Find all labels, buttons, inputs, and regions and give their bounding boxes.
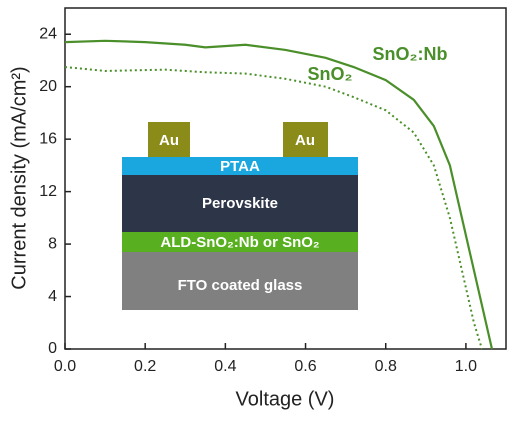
electrode-label: Au: [295, 132, 315, 149]
x-axis-title: Voltage (V): [236, 388, 335, 410]
series-label: SnO₂: [308, 64, 353, 84]
y-tick-label: 16: [39, 130, 57, 147]
series-label: SnO₂:Nb: [373, 44, 448, 64]
layer-label: PTAA: [220, 158, 260, 175]
y-axis-title: Current density (mA/cm²): [8, 66, 30, 289]
electrode: [148, 122, 190, 157]
x-tick-label: 0.2: [134, 358, 156, 375]
layer-label: Perovskite: [202, 195, 278, 212]
layer: [122, 157, 358, 175]
y-tick-label: 0: [48, 340, 57, 357]
inset: Au Au PTAA Perovskite ALD-SnO₂:Nb or SnO…: [122, 122, 358, 310]
x-tick-label: 0.8: [375, 358, 397, 375]
electrode-label: Au: [159, 132, 179, 149]
x-tick-label: 0.6: [294, 358, 316, 375]
electrode: [283, 122, 328, 157]
layer: [122, 252, 358, 310]
series-line: [64, 66, 483, 350]
layer: [122, 175, 358, 232]
x-tick-label: 0.4: [214, 358, 236, 375]
x-tick-label: 1.0: [455, 358, 477, 375]
layer-label: ALD-SnO₂:Nb or SnO₂: [160, 234, 319, 251]
y-tick-label: 24: [39, 25, 57, 42]
layer-label: FTO coated glass: [178, 277, 303, 294]
plot-frame: [64, 7, 507, 350]
layer: [122, 232, 358, 252]
x-tick-label: 0.0: [54, 358, 76, 375]
y-tick-label: 8: [48, 235, 57, 252]
series-line: [64, 39, 494, 350]
y-tick-label: 20: [39, 78, 57, 95]
y-tick-label: 12: [39, 183, 57, 200]
y-tick-label: 4: [48, 288, 57, 305]
